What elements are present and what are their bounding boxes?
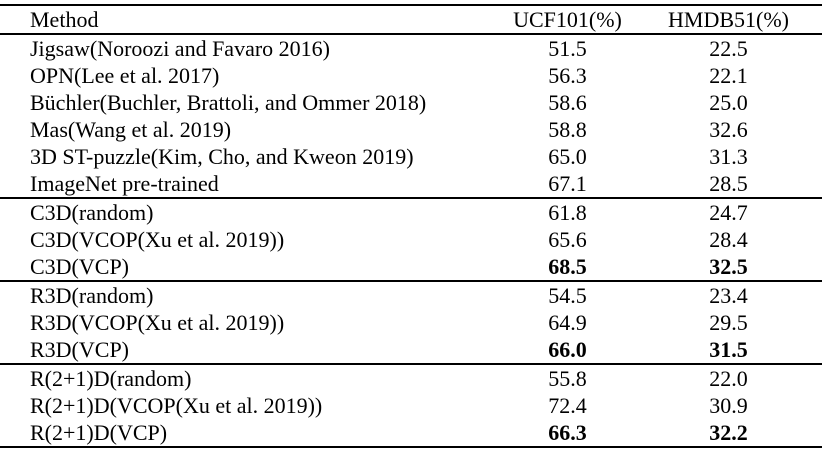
column-header-method: Method — [30, 7, 99, 32]
hmdb51-cell: 32.2 — [709, 420, 748, 445]
ucf101-cell: 64.9 — [548, 310, 587, 335]
ucf101-cell: 66.0 — [548, 337, 587, 362]
method-cell: R3D(VCP) — [30, 337, 130, 362]
ucf101-cell: 68.5 — [548, 254, 587, 279]
table-row: 3D ST-puzzle(Kim, Cho, and Kweon 2019) 65… — [0, 143, 822, 170]
hmdb51-cell: 32.5 — [709, 254, 748, 279]
table-row: R(2+1)D(random) 55.8 22.0 — [0, 363, 822, 392]
hmdb51-cell: 25.0 — [709, 90, 748, 115]
results-table: Method UCF101(%) HMDB51(%) Jigsaw(Norooz… — [0, 4, 822, 448]
method-cell: Mas(Wang et al. 2019) — [30, 117, 232, 142]
hmdb51-cell: 22.0 — [635, 363, 822, 392]
method-cell: ImageNet pre-trained — [30, 171, 219, 196]
table-row: R(2+1)D(VCOP(Xu et al. 2019)) 72.4 30.9 — [0, 392, 822, 419]
ucf101-cell: 51.5 — [548, 36, 587, 61]
table-row: Jigsaw(Noroozi and Favaro 2016) 51.5 22.5 — [0, 34, 822, 62]
hmdb51-cell: 31.3 — [709, 144, 748, 169]
ucf101-cell: 72.4 — [548, 393, 587, 418]
table-row: Mas(Wang et al. 2019) 58.8 32.6 — [0, 116, 822, 143]
ucf101-cell: 58.6 — [548, 90, 587, 115]
hmdb51-cell: 30.9 — [709, 393, 748, 418]
method-cell: 3D ST-puzzle(Kim, Cho, and Kweon 2019) — [30, 144, 414, 169]
hmdb51-cell: 28.5 — [709, 171, 748, 196]
method-cell: R3D(random) — [0, 280, 500, 309]
ucf101-cell: 61.8 — [500, 197, 635, 226]
table-row: R3D(VCP) 66.0 31.5 — [0, 336, 822, 364]
table-row: OPN(Lee et al. 2017) 56.3 22.1 — [0, 62, 822, 89]
table-row: R3D(random) 54.5 23.4 — [0, 280, 822, 309]
hmdb51-cell: 28.4 — [709, 227, 748, 252]
ucf101-cell: 65.0 — [548, 144, 587, 169]
ucf101-cell: 54.5 — [500, 280, 635, 309]
method-cell: C3D(VCP) — [30, 254, 130, 279]
hmdb51-cell: 32.6 — [709, 117, 748, 142]
method-cell: R3D(VCOP(Xu et al. 2019)) — [30, 310, 285, 335]
method-cell: R(2+1)D(VCP) — [30, 420, 168, 445]
ucf101-cell: 58.8 — [548, 117, 587, 142]
table-row: R3D(VCOP(Xu et al. 2019)) 64.9 29.5 — [0, 309, 822, 336]
table-row: C3D(random) 61.8 24.7 — [0, 197, 822, 226]
hmdb51-cell: 29.5 — [709, 310, 748, 335]
ucf101-cell: 65.6 — [548, 227, 587, 252]
table-header: Method UCF101(%) HMDB51(%) — [0, 5, 822, 34]
hmdb51-cell: 22.1 — [709, 63, 748, 88]
hmdb51-cell: 22.5 — [709, 36, 748, 61]
hmdb51-cell: 23.4 — [635, 280, 822, 309]
ucf101-cell: 56.3 — [548, 63, 587, 88]
method-cell: R(2+1)D(VCOP(Xu et al. 2019)) — [30, 393, 323, 418]
method-cell: C3D(random) — [0, 197, 500, 226]
method-cell: R(2+1)D(random) — [0, 363, 500, 392]
table-row: Büchler(Buchler, Brattoli, and Ommer 201… — [0, 89, 822, 116]
ucf101-cell: 55.8 — [500, 363, 635, 392]
table-body: Jigsaw(Noroozi and Favaro 2016) 51.5 22.5 O… — [0, 34, 822, 447]
table-row: C3D(VCP) 68.5 32.5 — [0, 253, 822, 281]
table-row: ImageNet pre-trained 67.1 28.5 — [0, 170, 822, 198]
header-row: Method UCF101(%) HMDB51(%) — [0, 5, 822, 34]
hmdb51-cell: 24.7 — [635, 197, 822, 226]
method-cell: Jigsaw(Noroozi and Favaro 2016) — [30, 36, 330, 61]
ucf101-cell: 67.1 — [548, 171, 587, 196]
table-row: R(2+1)D(VCP) 66.3 32.2 — [0, 419, 822, 447]
ucf101-cell: 66.3 — [548, 420, 587, 445]
method-cell: C3D(VCOP(Xu et al. 2019)) — [30, 227, 285, 252]
method-cell: Büchler(Buchler, Brattoli, and Ommer 201… — [30, 90, 427, 115]
column-header-ucf101: UCF101(%) — [513, 7, 622, 32]
method-cell: OPN(Lee et al. 2017) — [30, 63, 220, 88]
hmdb51-cell: 31.5 — [709, 337, 748, 362]
column-header-hmdb51: HMDB51(%) — [668, 7, 789, 32]
table-row: C3D(VCOP(Xu et al. 2019)) 65.6 28.4 — [0, 226, 822, 253]
